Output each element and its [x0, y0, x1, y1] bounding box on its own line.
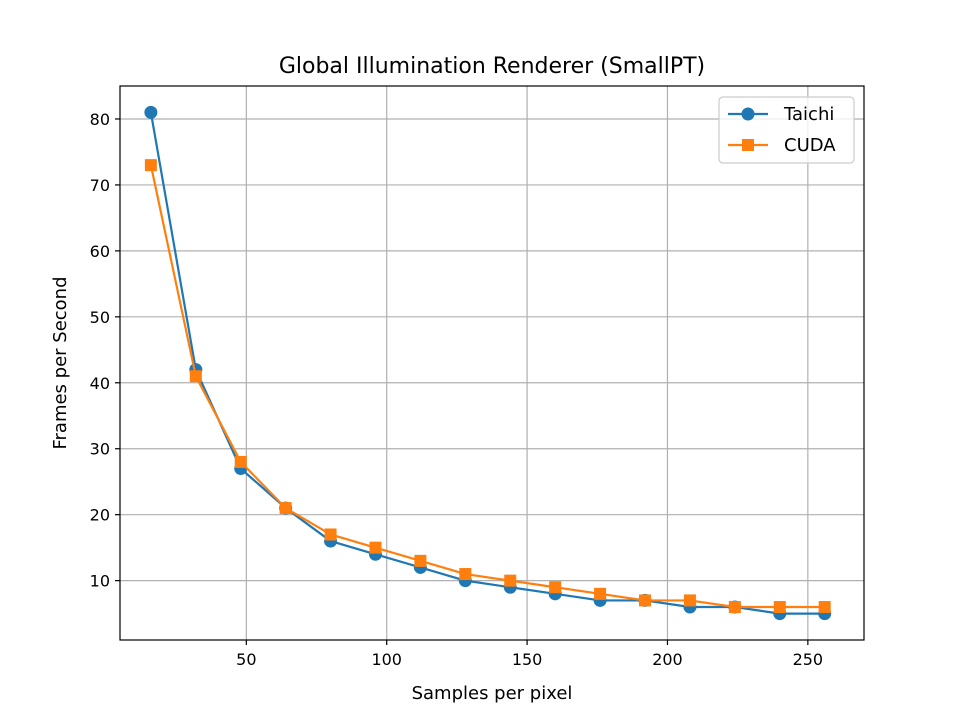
cuda-point: [594, 587, 607, 600]
cuda-point: [324, 528, 337, 541]
cuda-point: [414, 554, 427, 567]
y-tick-label: 60: [90, 242, 110, 261]
cuda-line: [149, 164, 825, 609]
y-tick-label: 70: [90, 176, 110, 195]
cuda-point: [773, 601, 786, 614]
cuda-point: [639, 594, 652, 607]
taichi-line: [149, 112, 825, 615]
legend: Taichi CUDA: [718, 96, 855, 164]
series-layer: [144, 105, 832, 621]
x-tick-label: 100: [371, 650, 402, 669]
legend-marker-cuda: [742, 139, 754, 151]
taichi-point: [144, 105, 158, 119]
cuda-series: [144, 159, 831, 614]
x-tick-label: 200: [652, 650, 683, 669]
chart-title: Global Illumination Renderer (SmallPT): [279, 54, 705, 79]
cuda-point: [369, 541, 382, 554]
cuda-point: [144, 159, 157, 172]
x-tick-label: 50: [236, 650, 256, 669]
y-tick-label: 50: [90, 308, 110, 327]
legend-label-taichi: Taichi: [783, 104, 834, 125]
cuda-point: [189, 370, 202, 383]
grid-lines: [120, 86, 864, 640]
plot-frame: [119, 85, 865, 641]
x-axis-label: Samples per pixel: [412, 683, 573, 704]
y-tick-label: 30: [90, 440, 110, 459]
y-tick-label: 10: [90, 572, 110, 591]
cuda-point: [459, 568, 472, 581]
y-tick-label: 40: [90, 374, 110, 393]
cuda-point: [683, 594, 696, 607]
legend-item-taichi: Taichi: [728, 104, 834, 125]
legend-label-cuda: CUDA: [784, 135, 836, 156]
legend-marker-taichi: [741, 107, 755, 121]
y-tick-label: 20: [90, 506, 110, 525]
x-tick-label: 150: [512, 650, 543, 669]
legend-item-cuda: CUDA: [728, 135, 836, 156]
cuda-point: [728, 601, 741, 614]
cuda-point: [549, 581, 562, 594]
y-axis-label: Frames per Second: [50, 276, 71, 449]
cuda-point: [504, 574, 517, 587]
cuda-point: [279, 502, 292, 515]
y-tick-label: 80: [90, 110, 110, 129]
x-tick-label: 250: [793, 650, 824, 669]
cuda-point: [818, 601, 831, 614]
cuda-point: [234, 455, 247, 468]
axis-ticks: 50 100 150 200 250 10 20 30 40 50 60 70 80: [90, 110, 823, 669]
